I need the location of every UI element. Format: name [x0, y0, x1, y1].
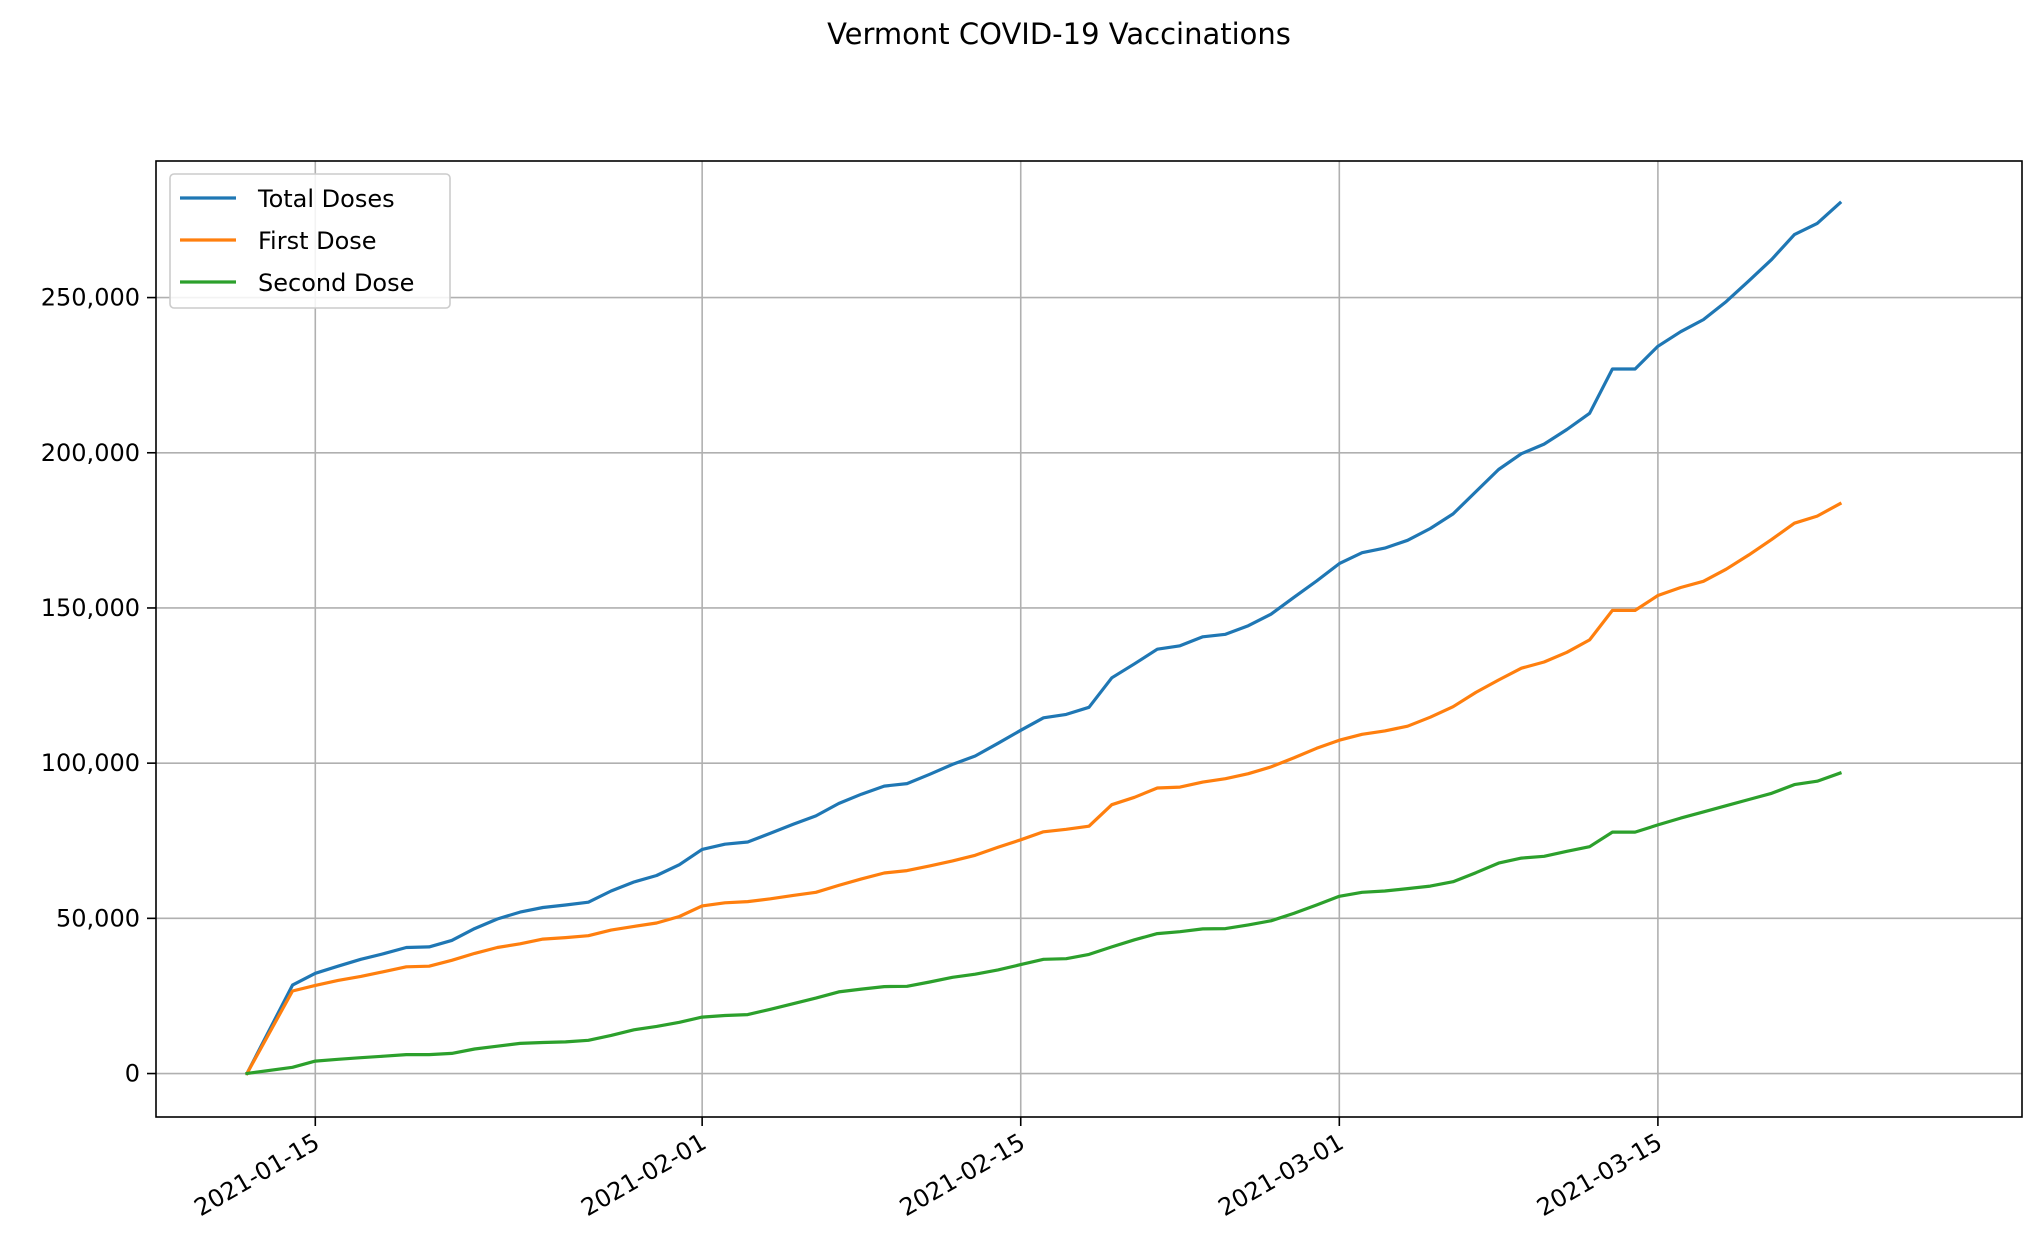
x-tick-label: 2021-02-01	[576, 1128, 711, 1222]
series-line-first-dose	[244, 501, 1843, 1076]
x-tick-label: 2021-03-15	[1532, 1128, 1667, 1222]
series-line-second-dose	[245, 771, 1843, 1076]
series-line-total-doses	[244, 200, 1843, 1076]
y-tick-label: 150,000	[41, 594, 140, 622]
legend-label-total-doses: Total Doses	[257, 185, 395, 213]
legend: Total Doses First Dose Second Dose	[169, 173, 451, 309]
legend-frame	[169, 173, 451, 309]
chart-title: Vermont COVID-19 Vaccinations	[827, 17, 1291, 51]
y-tick-label: 50,000	[56, 904, 140, 932]
plot-frame	[155, 160, 2023, 1118]
y-tick-label: 100,000	[41, 749, 140, 777]
x-tick-label: 2021-01-15	[189, 1128, 324, 1222]
legend-label-second-dose: Second Dose	[258, 269, 414, 297]
y-tick-label: 200,000	[41, 439, 140, 467]
x-tick-label: 2021-02-15	[895, 1128, 1030, 1222]
x-tick-label: 2021-03-01	[1214, 1128, 1349, 1222]
legend-label-first-dose: First Dose	[258, 227, 377, 255]
y-tick-label: 250,000	[41, 284, 140, 312]
y-tick-label: 0	[125, 1060, 140, 1088]
